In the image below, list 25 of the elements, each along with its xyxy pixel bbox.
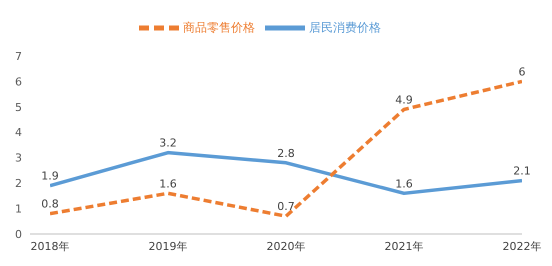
data-label: 6 (518, 65, 526, 78)
y-tick-label: 2 (15, 177, 22, 190)
x-tick-label: 2019年 (148, 240, 188, 253)
y-tick-label: 6 (15, 75, 22, 88)
data-label: 4.9 (395, 93, 413, 106)
x-tick-label: 2018年 (30, 240, 70, 253)
x-tick-label: 2020年 (266, 240, 306, 253)
y-tick-label: 5 (15, 100, 22, 114)
data-label: 0.7 (277, 200, 295, 214)
legend-label: 商品零售价格 (183, 20, 255, 34)
y-tick-label: 7 (15, 50, 22, 63)
data-label: 3.2 (159, 136, 177, 150)
legend-label: 居民消费价格 (309, 20, 381, 34)
x-tick-label: 2021年 (384, 240, 424, 253)
y-tick-label: 1 (15, 202, 22, 216)
y-tick-label: 0 (15, 228, 22, 241)
data-label: 1.6 (159, 177, 177, 190)
x-tick-label: 2022年 (502, 240, 542, 253)
y-tick-label: 3 (15, 152, 22, 165)
data-label: 0.8 (41, 198, 59, 211)
y-tick-label: 4 (15, 126, 22, 140)
data-label: 2.8 (277, 146, 295, 160)
data-label: 2.1 (513, 164, 531, 178)
data-label: 1.9 (41, 170, 59, 183)
data-label: 1.6 (395, 177, 413, 190)
